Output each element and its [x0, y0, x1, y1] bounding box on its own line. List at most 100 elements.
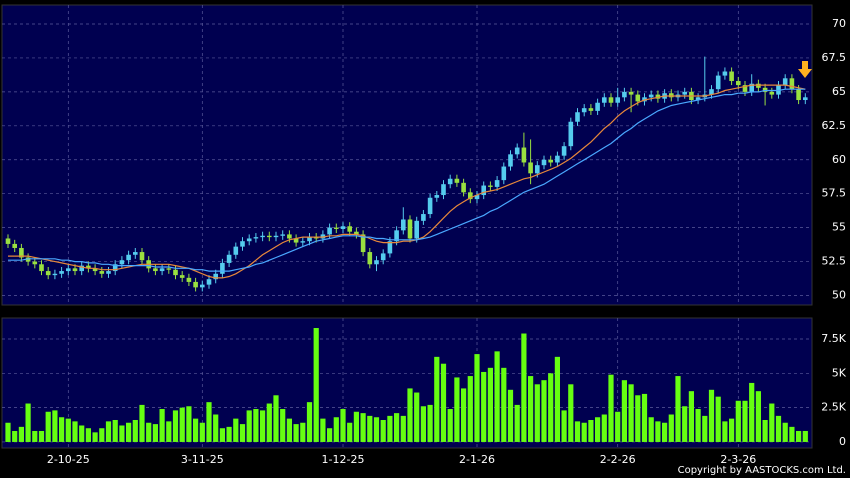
volume-bar	[146, 422, 152, 442]
volume-bar	[782, 422, 788, 442]
volume-bar	[313, 328, 319, 442]
candle-body	[59, 271, 64, 274]
volume-bar	[608, 374, 614, 442]
candle-body	[45, 271, 51, 276]
volume-bar	[588, 419, 594, 442]
moving-average	[8, 84, 806, 279]
candle-body	[528, 162, 533, 174]
volume-bar	[494, 351, 500, 442]
candle-body	[715, 75, 721, 90]
candle-body	[39, 264, 44, 272]
candle-body	[447, 178, 453, 185]
x-tick-label: 2-2-26	[600, 453, 636, 466]
volume-bar	[554, 356, 560, 442]
volume-bar	[347, 422, 353, 442]
price-panel	[1, 4, 813, 306]
volume-bar	[775, 415, 782, 442]
volume-bar	[407, 388, 413, 442]
candle-body	[722, 71, 728, 76]
candle-body	[762, 87, 768, 92]
candle-body	[461, 182, 466, 193]
candle-body	[635, 94, 641, 102]
candle-body	[112, 264, 118, 272]
latest-arrow	[798, 61, 812, 78]
volume-bar	[528, 376, 534, 442]
candle-body	[52, 273, 58, 276]
candle-body	[615, 97, 620, 103]
candle-body	[494, 180, 500, 187]
volume-bar	[59, 417, 65, 442]
volume-bar	[159, 409, 165, 442]
candle-body	[434, 195, 440, 198]
volume-bar	[427, 404, 433, 442]
volume-bar	[360, 413, 366, 442]
volume-bar	[273, 395, 279, 442]
volume-bar	[568, 384, 574, 442]
candle-body	[300, 241, 306, 243]
y-tick-label: 65	[832, 85, 846, 98]
candle-body	[25, 257, 31, 262]
candle-body	[514, 147, 520, 155]
volume-bar	[802, 430, 808, 442]
candle-body	[246, 238, 252, 242]
volume-bar	[367, 415, 373, 442]
volume-bar	[112, 419, 118, 442]
volume-bar	[615, 411, 621, 442]
moving-average	[8, 88, 806, 272]
volume-bar	[447, 409, 453, 442]
candle-body	[119, 260, 125, 265]
volume-bar	[92, 432, 98, 442]
volume-bar	[219, 428, 225, 442]
volume-bar	[534, 384, 540, 442]
volume-bar	[353, 411, 359, 442]
volume-bar	[280, 409, 286, 442]
volume-bar	[755, 391, 761, 442]
candle-body	[648, 94, 654, 98]
volume-bar	[72, 421, 78, 442]
candle-body	[555, 155, 560, 163]
candle-body	[287, 234, 292, 239]
candle-body	[367, 252, 373, 265]
candle-body	[374, 260, 379, 265]
candle-body	[769, 91, 775, 95]
candle-body	[260, 235, 265, 238]
candle-body	[240, 241, 245, 247]
candle-body	[320, 234, 326, 239]
volume-bar	[38, 430, 45, 442]
volume-bar	[186, 406, 192, 442]
volume-bar	[621, 380, 627, 442]
volume-bar	[628, 384, 634, 442]
volume-bar	[65, 418, 71, 442]
candle-body	[695, 97, 701, 101]
volume-bar	[105, 421, 112, 442]
candle-body	[407, 219, 413, 239]
volume-bar	[139, 404, 145, 442]
volume-bar	[52, 410, 58, 442]
candle-body	[72, 268, 78, 272]
candle-body	[139, 252, 145, 261]
candle-body	[709, 89, 714, 95]
volume-bar	[481, 371, 487, 442]
volume-bar	[233, 418, 239, 442]
volume-bar	[45, 411, 51, 442]
candle-body	[153, 268, 158, 272]
candle-body	[541, 159, 547, 166]
x-tick-label: 2-3-26	[720, 453, 756, 466]
y-tick-label: 57.5	[822, 187, 847, 200]
candle-body	[32, 261, 38, 265]
candle-body	[796, 89, 801, 101]
candle-body	[789, 78, 795, 90]
volume-bar	[99, 428, 105, 442]
candle-body	[441, 184, 446, 196]
candle-body	[166, 268, 172, 270]
candle-body	[126, 254, 131, 261]
candle-body	[213, 273, 218, 280]
candle-body	[776, 85, 781, 95]
candle-body	[414, 220, 419, 239]
y-tick-label: 2.5K	[821, 401, 846, 414]
candle-body	[233, 246, 239, 255]
volume-bar	[132, 419, 138, 442]
volume-bar	[18, 426, 24, 442]
volume-bar	[708, 389, 715, 442]
